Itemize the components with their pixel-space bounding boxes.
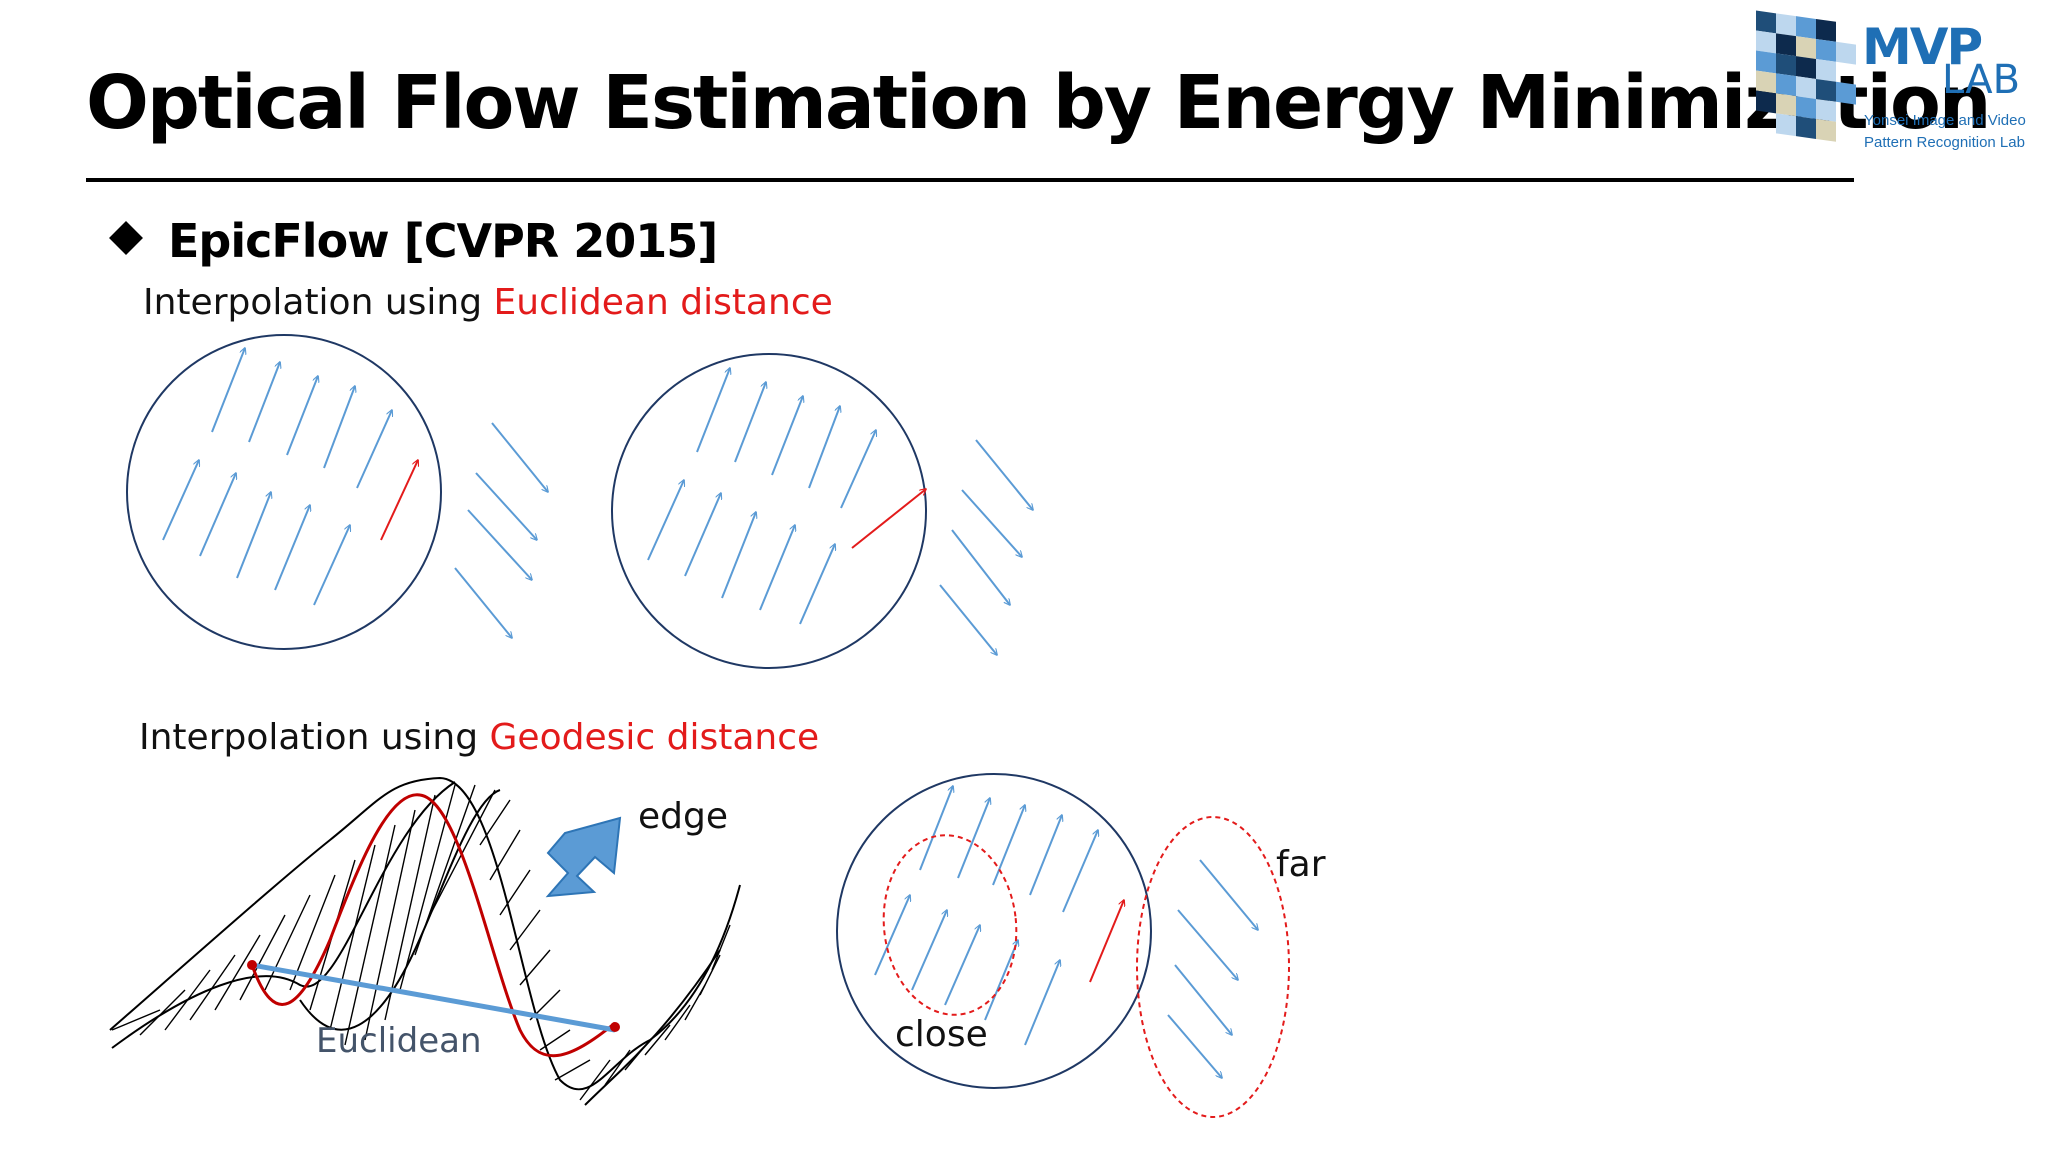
geodesic-path <box>250 793 616 1058</box>
edge-label: edge <box>638 796 728 837</box>
section-euclidean-prefix: Interpolation using <box>143 282 494 323</box>
logo-lab-text: LAB <box>1942 57 2021 103</box>
logo-subtitle-line-2: Pattern Recognition Lab <box>1864 134 2025 151</box>
bullet-heading-text: EpicFlow [CVPR 2015] <box>168 214 718 268</box>
edge-arrow-icon <box>545 816 622 898</box>
logo-mosaic-icon <box>1756 10 1856 142</box>
query-arrow <box>1089 900 1124 983</box>
slide-title: Optical Flow Estimation by Energy Minimi… <box>86 60 1991 146</box>
neighborhood-circle <box>836 773 1152 1089</box>
euclidean-path <box>251 962 616 1033</box>
far-group-ellipse <box>1136 816 1290 1118</box>
mvp-lab-logo: MVP LAB Yonsei Image and Video Pattern R… <box>1752 8 2042 178</box>
geodesic-surface-figure: edge Euclidean <box>109 776 741 1106</box>
euclidean-figure-2 <box>611 353 1033 669</box>
geodesic-neighborhood-figure: close far <box>836 773 1326 1118</box>
flow-arrows <box>647 368 1033 655</box>
section-geodesic-highlight: Geodesic distance <box>489 717 820 758</box>
query-arrow <box>380 460 418 541</box>
flow-arrows <box>874 786 1258 1078</box>
section-geodesic-prefix: Interpolation using <box>139 717 490 758</box>
end-point <box>610 1022 620 1032</box>
title-underline <box>86 178 1854 182</box>
logo-mvp-text: MVP <box>1862 18 1983 76</box>
close-group-ellipse <box>882 834 1018 1016</box>
logo-subtitle-line-1: Yonsei Image and Video <box>1864 112 2026 129</box>
neighborhood-circle <box>611 353 927 669</box>
query-arrow <box>851 489 926 549</box>
bullet-heading: EpicFlow [CVPR 2015] <box>108 214 718 268</box>
flow-arrows <box>162 348 548 638</box>
section-geodesic-heading: Interpolation using Geodesic distance <box>139 717 819 758</box>
euclidean-figure-1 <box>126 334 548 650</box>
close-label: close <box>895 1014 988 1055</box>
section-euclidean-heading: Interpolation using Euclidean distance <box>143 282 833 323</box>
start-point <box>247 960 257 970</box>
neighborhood-circle <box>126 334 442 650</box>
far-label: far <box>1276 844 1326 885</box>
euclidean-label: Euclidean <box>316 1021 482 1061</box>
section-euclidean-highlight: Euclidean distance <box>493 282 833 323</box>
logo-subtitle: Yonsei Image and Video Pattern Recogniti… <box>1864 110 2026 154</box>
